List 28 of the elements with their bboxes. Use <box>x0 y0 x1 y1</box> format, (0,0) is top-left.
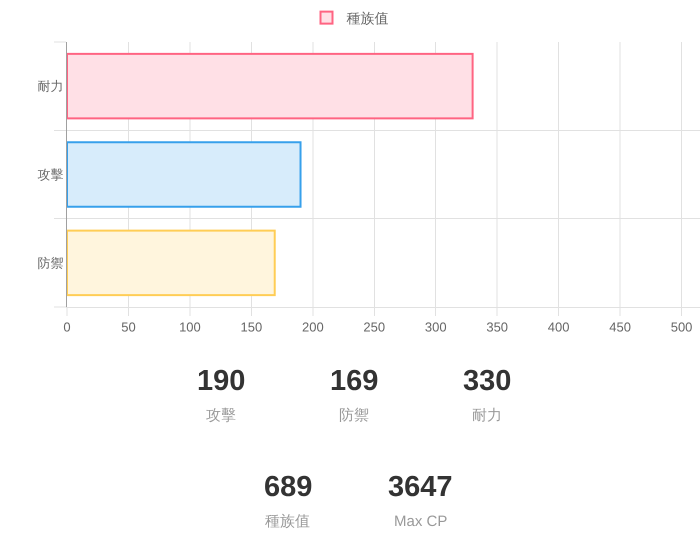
y-tick-label: 防禦 <box>37 255 64 270</box>
x-tick-label: 400 <box>548 320 570 335</box>
x-tick-label: 450 <box>609 320 631 335</box>
bar <box>67 52 474 120</box>
bar <box>67 141 302 208</box>
category-label: 防禦 <box>339 407 369 424</box>
data-label: 169 <box>330 365 378 397</box>
data-label: 330 <box>463 365 512 397</box>
x-tick-label: 0 <box>63 320 71 335</box>
x-tick-label: 150 <box>240 320 262 335</box>
category-label: 耐力 <box>472 407 502 424</box>
legend-label: 種族值 <box>346 10 388 26</box>
x-tick-label: 50 <box>121 320 136 335</box>
data-label: 3647 <box>388 471 453 503</box>
x-tick-label: 200 <box>302 320 324 335</box>
category-label: Max CP <box>394 513 448 530</box>
data-label: 190 <box>197 365 246 397</box>
bar <box>67 230 276 296</box>
data-label: 689 <box>264 471 312 503</box>
x-tick-label: 300 <box>424 320 447 335</box>
x-tick-label: 250 <box>363 320 386 335</box>
x-tick-label: 350 <box>486 320 508 335</box>
category-label: 種族值 <box>265 513 310 530</box>
y-tick-label: 耐力 <box>37 78 64 94</box>
x-tick-label: 500 <box>670 320 692 335</box>
category-label: 攻擊 <box>206 407 236 424</box>
x-tick-label: 100 <box>179 320 201 335</box>
y-tick-label: 攻擊 <box>37 167 64 182</box>
